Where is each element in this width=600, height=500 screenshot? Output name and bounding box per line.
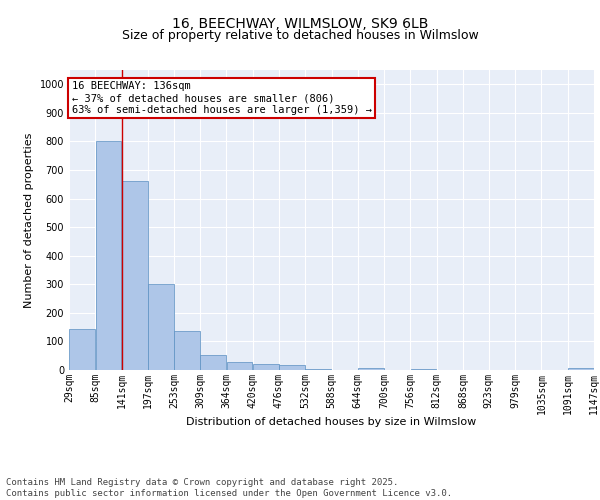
Bar <box>358 368 384 370</box>
Text: 16, BEECHWAY, WILMSLOW, SK9 6LB: 16, BEECHWAY, WILMSLOW, SK9 6LB <box>172 18 428 32</box>
Y-axis label: Number of detached properties: Number of detached properties <box>24 132 34 308</box>
Bar <box>568 368 594 370</box>
Bar <box>253 364 278 370</box>
Bar <box>305 368 331 370</box>
Text: Contains HM Land Registry data © Crown copyright and database right 2025.
Contai: Contains HM Land Registry data © Crown c… <box>6 478 452 498</box>
Bar <box>279 364 305 370</box>
Bar <box>148 284 174 370</box>
Bar <box>227 362 253 370</box>
Bar <box>175 331 200 370</box>
Bar <box>69 328 95 370</box>
X-axis label: Distribution of detached houses by size in Wilmslow: Distribution of detached houses by size … <box>187 416 476 426</box>
Text: Size of property relative to detached houses in Wilmslow: Size of property relative to detached ho… <box>122 29 478 42</box>
Text: 16 BEECHWAY: 136sqm
← 37% of detached houses are smaller (806)
63% of semi-detac: 16 BEECHWAY: 136sqm ← 37% of detached ho… <box>72 82 372 114</box>
Bar <box>200 355 226 370</box>
Bar <box>95 142 121 370</box>
Bar <box>122 181 148 370</box>
